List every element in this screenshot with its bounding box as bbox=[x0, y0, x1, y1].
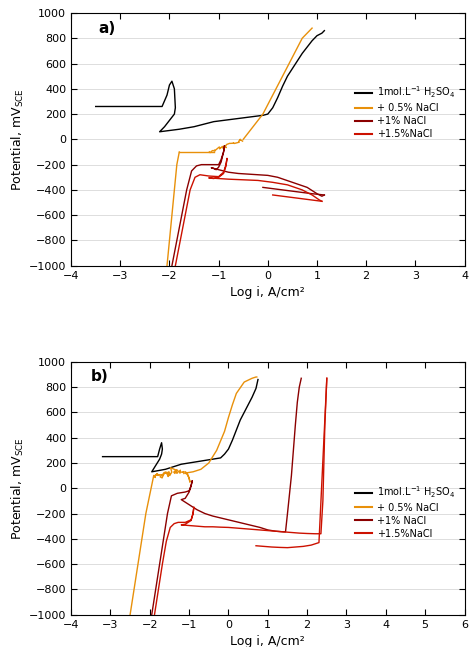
Text: a): a) bbox=[99, 21, 116, 36]
Y-axis label: Potential, mV$_\mathrm{SCE}$: Potential, mV$_\mathrm{SCE}$ bbox=[10, 437, 26, 540]
X-axis label: Log i, A/cm²: Log i, A/cm² bbox=[230, 286, 305, 299]
Legend: 1mol.L$^{-1}$ H$_2$SO$_4$, + 0.5% NaCl, +1% NaCl, +1.5%NaCl: 1mol.L$^{-1}$ H$_2$SO$_4$, + 0.5% NaCl, … bbox=[351, 481, 460, 543]
Y-axis label: Potential, mV$_\mathrm{SCE}$: Potential, mV$_\mathrm{SCE}$ bbox=[10, 88, 26, 191]
Text: b): b) bbox=[91, 369, 109, 384]
Legend: 1mol.L$^{-1}$ H$_2$SO$_4$, + 0.5% NaCl, +1% NaCl, +1.5%NaCl: 1mol.L$^{-1}$ H$_2$SO$_4$, + 0.5% NaCl, … bbox=[351, 81, 460, 143]
X-axis label: Log i, A/cm²: Log i, A/cm² bbox=[230, 635, 305, 647]
